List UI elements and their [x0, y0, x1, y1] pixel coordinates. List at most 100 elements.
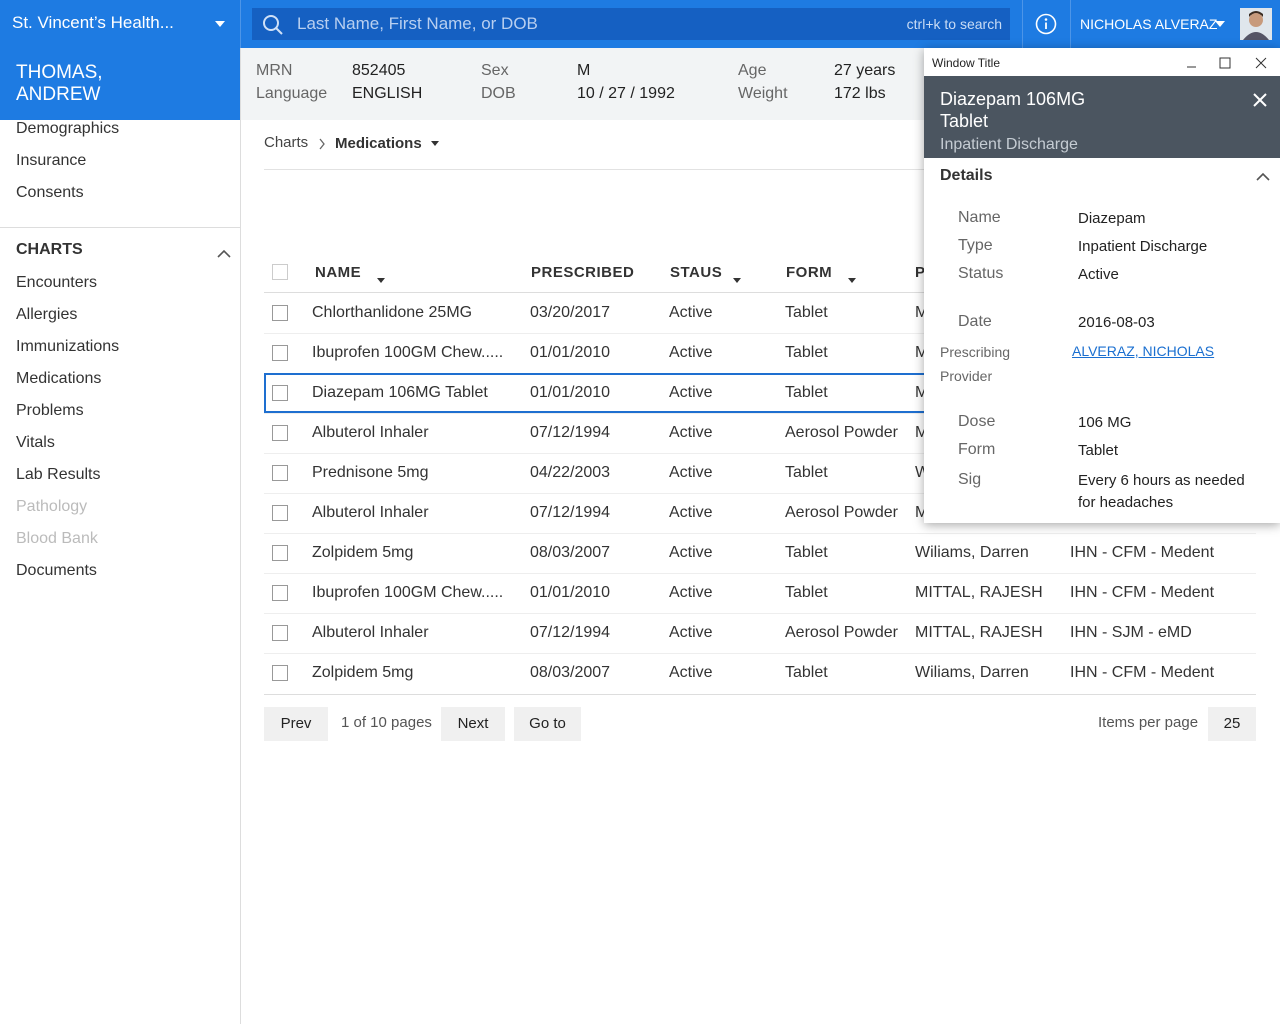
search-icon	[263, 15, 283, 35]
cell[interactable]: Zolpidem 5mg	[312, 544, 414, 561]
nav-item[interactable]: Demographics	[16, 120, 120, 137]
nav-item[interactable]: Vitals	[16, 434, 55, 451]
window-controls[interactable]	[1184, 56, 1274, 70]
nav-item[interactable]: Insurance	[16, 152, 87, 169]
field-value: Diazepam	[1078, 210, 1146, 227]
sort-caret[interactable]	[848, 270, 856, 283]
row-checkbox[interactable]	[272, 345, 288, 361]
cell[interactable]: Zolpidem 5mg	[312, 664, 414, 681]
org-name[interactable]: St. Vincent’s Health...	[12, 13, 174, 32]
cell[interactable]: Albuterol Inhaler	[312, 424, 429, 441]
cell: Tablet	[785, 344, 828, 361]
cell[interactable]: Albuterol Inhaler	[312, 624, 429, 641]
cell[interactable]: Diazepam 106MG Tablet	[312, 384, 488, 401]
cell: 01/01/2010	[530, 344, 611, 361]
row-checkbox[interactable]	[272, 505, 288, 521]
row-checkbox[interactable]	[272, 305, 288, 321]
section-chevron	[217, 244, 231, 258]
section-title[interactable]: CHARTS	[16, 241, 83, 258]
row-line	[264, 493, 1256, 494]
column-header[interactable]: P	[915, 264, 926, 281]
cell: Active	[669, 504, 713, 521]
pager-status: 1 of 10 pages	[341, 714, 432, 731]
breadcrumb-root[interactable]: Charts	[264, 134, 309, 151]
row-checkbox[interactable]	[272, 585, 288, 601]
cell: Active	[669, 544, 713, 561]
search-hint: ctrl+k to search	[906, 16, 1002, 32]
user-name[interactable]: NICHOLAS ALVERAZ	[1080, 16, 1218, 32]
field-label: Name	[958, 209, 1001, 226]
cell[interactable]: Albuterol Inhaler	[312, 504, 429, 521]
column-header[interactable]: STAUS	[670, 264, 723, 281]
nav-item[interactable]: Problems	[16, 402, 84, 419]
user-caret[interactable]	[1214, 20, 1226, 28]
nav-item[interactable]: Encounters	[16, 274, 97, 291]
row-checkbox[interactable]	[272, 465, 288, 481]
cell: 07/12/1994	[530, 504, 611, 521]
column-header[interactable]: FORM	[786, 264, 833, 281]
cell[interactable]: Ibuprofen 100GM Chew.....	[312, 344, 504, 361]
nav-item[interactable]: Consents	[16, 184, 84, 201]
cell: Active	[669, 424, 713, 441]
nav-item[interactable]: Documents	[16, 562, 97, 579]
field-label: Dose	[958, 413, 996, 430]
provider-link[interactable]: ALVERAZ, NICHOLAS	[1072, 343, 1215, 359]
cell: MITTAL, RAJESH	[915, 624, 1043, 641]
cell: Tablet	[785, 464, 828, 481]
nav-item[interactable]: Lab Results	[16, 466, 101, 483]
cell[interactable]: Chlorthanlidone 25MG	[312, 304, 473, 321]
pager-button[interactable]: Go to	[514, 707, 581, 741]
row-line	[264, 573, 1256, 574]
divider	[264, 169, 1256, 170]
table-bottom	[264, 694, 1256, 695]
cell: Tablet	[785, 544, 828, 561]
row-line	[264, 333, 1256, 334]
sort-caret[interactable]	[377, 270, 385, 283]
row-checkbox[interactable]	[272, 425, 288, 441]
cell: Wiliams, Darren	[915, 664, 1029, 681]
pager-button[interactable]: 25	[1208, 707, 1256, 741]
cell: 01/01/2010	[530, 584, 611, 601]
field-label: Weight	[738, 85, 788, 102]
cell: 07/12/1994	[530, 424, 611, 441]
field-value: 852405	[352, 62, 406, 79]
row-checkbox[interactable]	[272, 545, 288, 561]
org-caret[interactable]	[214, 20, 226, 28]
selected-row[interactable]	[264, 373, 936, 413]
pager-button[interactable]: Next	[441, 707, 505, 741]
field-label: Language	[256, 85, 328, 102]
info-icon[interactable]	[1035, 13, 1057, 35]
search-box[interactable]: Last Name, First Name, or DOB ctrl+k to …	[252, 8, 1010, 40]
cell: 07/12/1994	[530, 624, 611, 641]
nav-item[interactable]: Immunizations	[16, 338, 120, 355]
avatar[interactable]	[1240, 8, 1272, 40]
pager-button[interactable]: Prev	[264, 707, 328, 741]
cell[interactable]: Ibuprofen 100GM Chew.....	[312, 584, 504, 601]
select-all[interactable]	[272, 264, 288, 280]
dialog-close[interactable]	[1252, 92, 1268, 108]
nav-item[interactable]: Allergies	[16, 306, 78, 323]
breadcrumb-caret[interactable]	[431, 141, 440, 147]
cell[interactable]: Prednisone 5mg	[312, 464, 429, 481]
cell: 04/22/2003	[530, 464, 611, 481]
nav-item[interactable]: Medications	[16, 370, 102, 387]
column-header[interactable]: PRESCRIBED	[531, 264, 635, 281]
cell: Aerosol Powder	[785, 624, 898, 641]
sort-caret[interactable]	[733, 270, 741, 283]
cell: Tablet	[785, 384, 828, 401]
cell: Active	[669, 624, 713, 641]
breadcrumb-current[interactable]: Medications	[335, 135, 422, 152]
section-title[interactable]: Details	[940, 167, 993, 184]
divider	[0, 227, 240, 228]
column-header[interactable]: NAME	[315, 264, 362, 281]
field-label: Form	[958, 441, 996, 458]
dialog-subtitle: Inpatient Discharge	[940, 136, 1078, 153]
cell: Active	[669, 344, 713, 361]
row-checkbox[interactable]	[272, 665, 288, 681]
row-checkbox[interactable]	[272, 385, 288, 401]
row-checkbox[interactable]	[272, 625, 288, 641]
dialog-header: Diazepam 106MG Tablet Inpatient Discharg…	[924, 76, 1280, 158]
search-placeholder: Last Name, First Name, or DOB	[297, 14, 538, 33]
section-chevron[interactable]	[1256, 172, 1270, 181]
